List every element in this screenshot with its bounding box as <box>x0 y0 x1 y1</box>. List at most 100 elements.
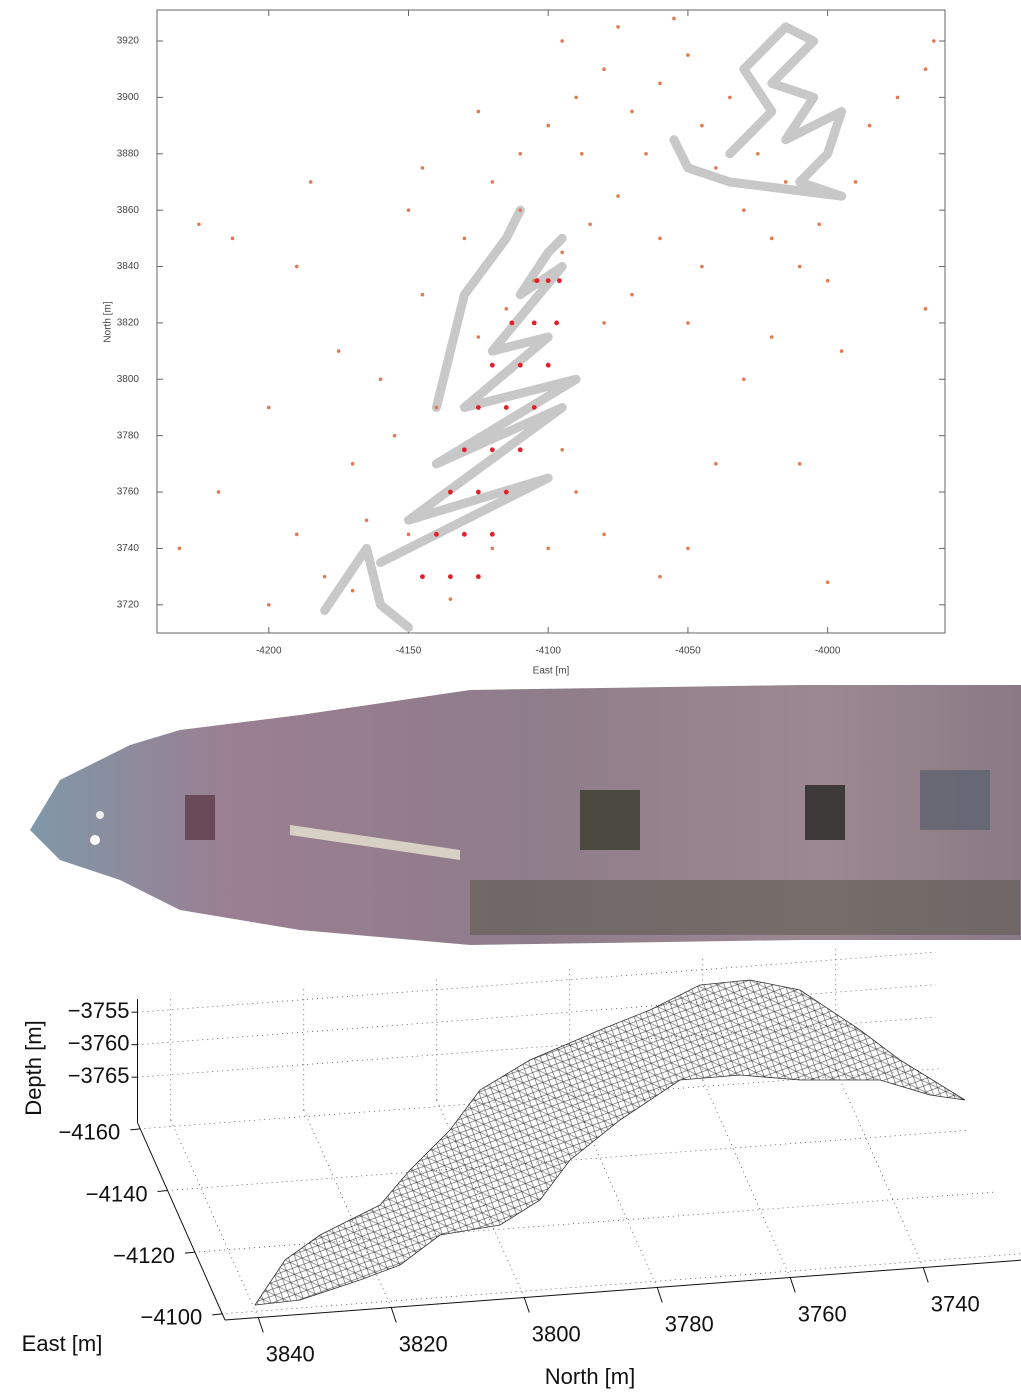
photomosaic <box>30 685 1021 945</box>
x-tick-label: 3740 <box>931 1291 980 1316</box>
point <box>826 580 830 584</box>
grid-line <box>171 1120 258 1317</box>
point <box>434 532 439 537</box>
point <box>546 124 550 128</box>
point <box>574 96 578 100</box>
point <box>197 222 201 226</box>
point <box>504 307 508 311</box>
x-axis-title: North [m] <box>545 1364 635 1389</box>
y-tick-label: 3820 <box>117 318 140 329</box>
y-axis-title: North [m] <box>103 301 114 342</box>
y-tick-label: 3780 <box>117 430 140 441</box>
point <box>518 208 522 212</box>
point <box>476 574 481 579</box>
point <box>504 490 509 495</box>
point <box>407 533 411 537</box>
axis-line <box>138 1123 225 1320</box>
grid-line <box>195 1192 993 1252</box>
point <box>518 152 522 156</box>
z-tick-label: −3755 <box>68 998 130 1023</box>
point <box>630 110 634 114</box>
x-tick <box>790 1278 795 1293</box>
point <box>644 152 648 156</box>
point <box>231 237 235 241</box>
point <box>448 490 453 495</box>
point <box>477 110 481 114</box>
point <box>630 293 634 297</box>
point <box>351 462 355 466</box>
point <box>178 547 182 551</box>
point <box>295 265 299 269</box>
point <box>267 406 271 410</box>
point <box>421 166 425 170</box>
point <box>365 518 369 522</box>
z-tick-label: −3765 <box>68 1063 130 1088</box>
point <box>532 405 537 410</box>
y-tick-label: 3860 <box>117 205 140 216</box>
point <box>840 349 844 353</box>
point <box>770 335 774 339</box>
point <box>602 533 606 537</box>
z-tick-label: −3760 <box>68 1031 130 1056</box>
point <box>798 462 802 466</box>
point <box>421 293 425 297</box>
y-tick <box>212 1314 222 1315</box>
point <box>784 180 788 184</box>
point <box>462 532 467 537</box>
x-tick-label: -4000 <box>815 646 841 657</box>
point <box>672 17 676 21</box>
y-tick-label: 3920 <box>117 36 140 47</box>
x-tick-label: 3820 <box>399 1331 448 1356</box>
point <box>476 490 481 495</box>
point <box>742 208 746 212</box>
x-tick-label: 3780 <box>665 1311 714 1336</box>
point <box>532 321 537 326</box>
point <box>560 39 564 43</box>
point <box>407 208 411 212</box>
x-axis-title: East [m] <box>533 666 570 677</box>
point <box>770 237 774 241</box>
point <box>658 81 662 85</box>
point <box>217 490 221 494</box>
wireframe-mesh <box>255 980 965 1305</box>
y-tick <box>185 1252 195 1253</box>
grid-line <box>836 1070 923 1267</box>
point <box>557 278 562 283</box>
y-tick-label: 3880 <box>117 148 140 159</box>
point <box>714 462 718 466</box>
point <box>295 533 299 537</box>
point <box>896 96 900 100</box>
point <box>535 278 540 283</box>
point <box>854 180 858 184</box>
y-tick-label: −4120 <box>113 1243 175 1268</box>
x-tick-label: -4100 <box>535 646 561 657</box>
point <box>351 589 355 593</box>
x-tick <box>258 1318 263 1333</box>
point <box>728 96 732 100</box>
point <box>309 180 313 184</box>
point <box>323 575 327 579</box>
point <box>658 575 662 579</box>
x-tick <box>524 1298 529 1313</box>
x-tick-label: 3800 <box>532 1321 581 1346</box>
point <box>477 335 481 339</box>
point <box>924 67 928 71</box>
x-tick-label: -4150 <box>396 646 422 657</box>
x-tick <box>391 1308 396 1323</box>
y-tick <box>158 1191 168 1192</box>
point <box>435 406 439 410</box>
x-tick <box>657 1288 662 1303</box>
y-tick <box>130 1129 140 1130</box>
y-tick-label: 3800 <box>117 374 140 385</box>
point <box>700 124 704 128</box>
figure: East [m] North [m] North [m] East [m] De… <box>0 0 1021 1393</box>
plot-frame <box>157 10 945 633</box>
x-tick-label: -4200 <box>256 646 282 657</box>
point <box>560 448 564 452</box>
x-tick <box>923 1268 928 1283</box>
point <box>686 321 690 325</box>
point <box>546 363 551 368</box>
point <box>463 237 467 241</box>
point <box>714 166 718 170</box>
y-tick-label: −4160 <box>58 1120 120 1145</box>
